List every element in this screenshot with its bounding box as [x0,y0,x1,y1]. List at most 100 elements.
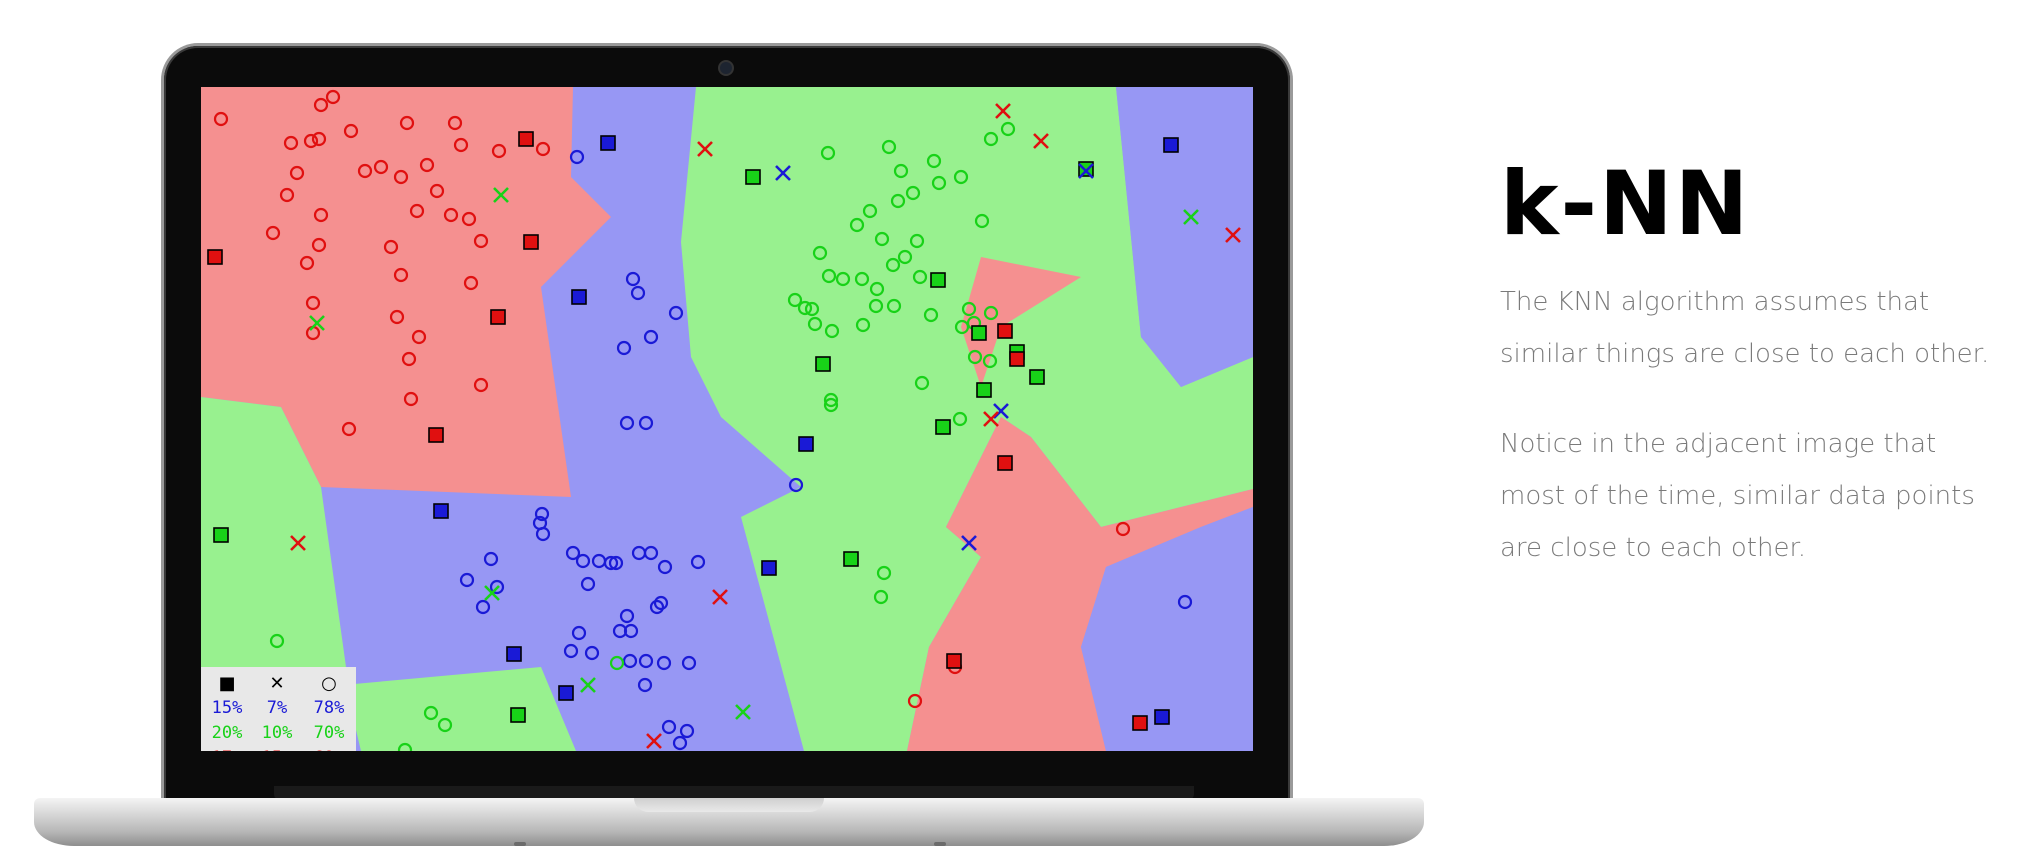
data-point-circle [313,97,329,113]
data-point-cross [993,403,1009,419]
data-point-circle [563,643,579,659]
legend-value: 10% [262,723,293,743]
data-point-circle [855,317,871,333]
data-point-circle [881,139,897,155]
data-point-circle [461,211,477,227]
data-point-circle [399,115,415,131]
data-point-circle [283,135,299,151]
data-point-circle [397,742,413,751]
data-point-square [843,551,859,567]
data-point-circle [643,545,659,561]
data-point-circle [483,551,499,567]
data-point-circle [569,149,585,165]
data-point-circle [491,143,507,159]
data-point-square [207,249,223,265]
data-point-cross [995,103,1011,119]
data-point-circle [923,307,939,323]
data-point-cross [309,315,325,331]
data-point-circle [403,391,419,407]
data-point-circle [341,421,357,437]
data-point-circle [393,169,409,185]
data-point-circle [893,163,909,179]
data-point-circle [926,153,942,169]
data-point-square [571,289,587,305]
data-point-circle [1177,594,1193,610]
data-point-circle [535,141,551,157]
legend-symbol: ○ [321,673,337,694]
data-point-cross [580,677,596,693]
data-point-square [745,169,761,185]
data-point-cross [697,141,713,157]
data-point-circle [419,157,435,173]
data-point-circle [952,411,968,427]
data-point-circle [931,175,947,191]
data-point-circle [443,207,459,223]
data-point-square [946,653,962,669]
legend-symbol: ✕ [269,673,284,694]
data-point-circle [311,131,327,147]
data-point-circle [967,349,983,365]
data-point-circle [912,269,928,285]
data-point-circle [638,415,654,431]
data-point-circle [393,267,409,283]
data-point-square [1078,161,1094,177]
data-point-circle [653,595,669,611]
data-point-square [433,503,449,519]
legend-value: 78% [314,698,345,718]
data-point-circle [603,555,619,571]
data-point-circle [475,599,491,615]
data-point-circle [804,301,820,317]
decision-region [801,417,1253,751]
data-point-circle [619,608,635,624]
data-point-circle [983,305,999,321]
data-point-circle [535,526,551,542]
data-point-circle [409,203,425,219]
data-point-circle [459,572,475,588]
legend-value: 15% [212,698,243,718]
data-point-circle [824,323,840,339]
data-point-circle [690,554,706,570]
data-point-circle [453,137,469,153]
data-point-circle [876,565,892,581]
data-point-circle [821,268,837,284]
data-point-circle [622,653,638,669]
data-point-circle [874,231,890,247]
data-point-circle [609,655,625,671]
data-point-circle [961,301,977,317]
data-point-circle [914,375,930,391]
data-point-square [1154,709,1170,725]
decision-region [1116,87,1253,387]
data-point-circle [373,159,389,175]
data-point-circle [953,169,969,185]
data-point-circle [423,705,439,721]
data-point-circle [823,397,839,413]
data-point-square [976,382,992,398]
data-point-cross [484,585,500,601]
data-point-circle [265,225,281,241]
text-panel: k-NN The KNN algorithm assumes that simi… [1500,160,2000,612]
data-point-circle [681,655,697,671]
data-point-square [997,323,1013,339]
data-point-circle [489,579,505,595]
laptop-hinge [274,786,1194,800]
camera-icon [720,62,732,74]
data-point-circle [983,131,999,147]
data-point-circle [571,625,587,641]
data-point-circle [787,292,803,308]
legend-value: 20% [212,723,243,743]
data-point-square [558,685,574,701]
data-point-circle [279,187,295,203]
data-point-square [1029,369,1045,385]
data-point-cross [290,535,306,551]
data-point-square [997,455,1013,471]
data-point-square [506,646,522,662]
data-point-circle [907,693,923,709]
data-point-circle [343,123,359,139]
data-point-circle [679,723,695,739]
data-point-circle [616,340,632,356]
data-point-circle [661,719,677,735]
laptop-notch [634,798,824,812]
data-point-square [518,131,534,147]
data-point-square [600,135,616,151]
data-point-circle [305,295,321,311]
